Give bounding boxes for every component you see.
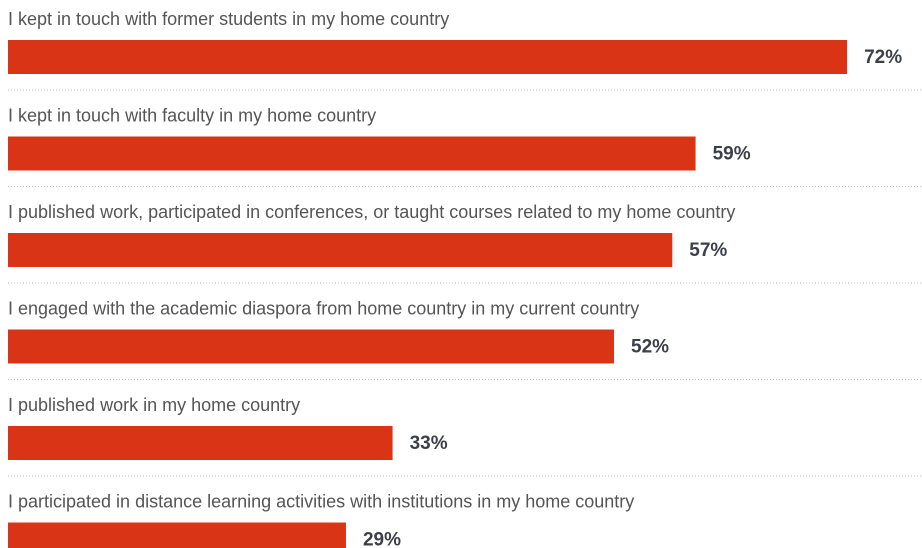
category-label: I published work in my home country [8,395,300,415]
bar [8,329,614,364]
value-label: 57% [689,240,727,261]
bar [8,136,696,171]
category-label: I kept in touch with former students in … [8,9,449,29]
category-label: I kept in touch with faculty in my home … [8,105,376,125]
value-label: 33% [410,433,448,454]
category-label: I published work, participated in confer… [8,202,735,222]
bar [8,40,848,74]
value-label: 29% [363,530,401,548]
category-label: I participated in distance learning acti… [8,491,634,511]
bar [8,426,393,460]
value-label: 59% [713,144,751,165]
value-label: 52% [631,337,669,358]
bar [8,522,346,548]
bar [8,233,673,267]
category-label: I engaged with the academic diaspora fro… [8,298,639,318]
value-label: 72% [864,47,902,68]
